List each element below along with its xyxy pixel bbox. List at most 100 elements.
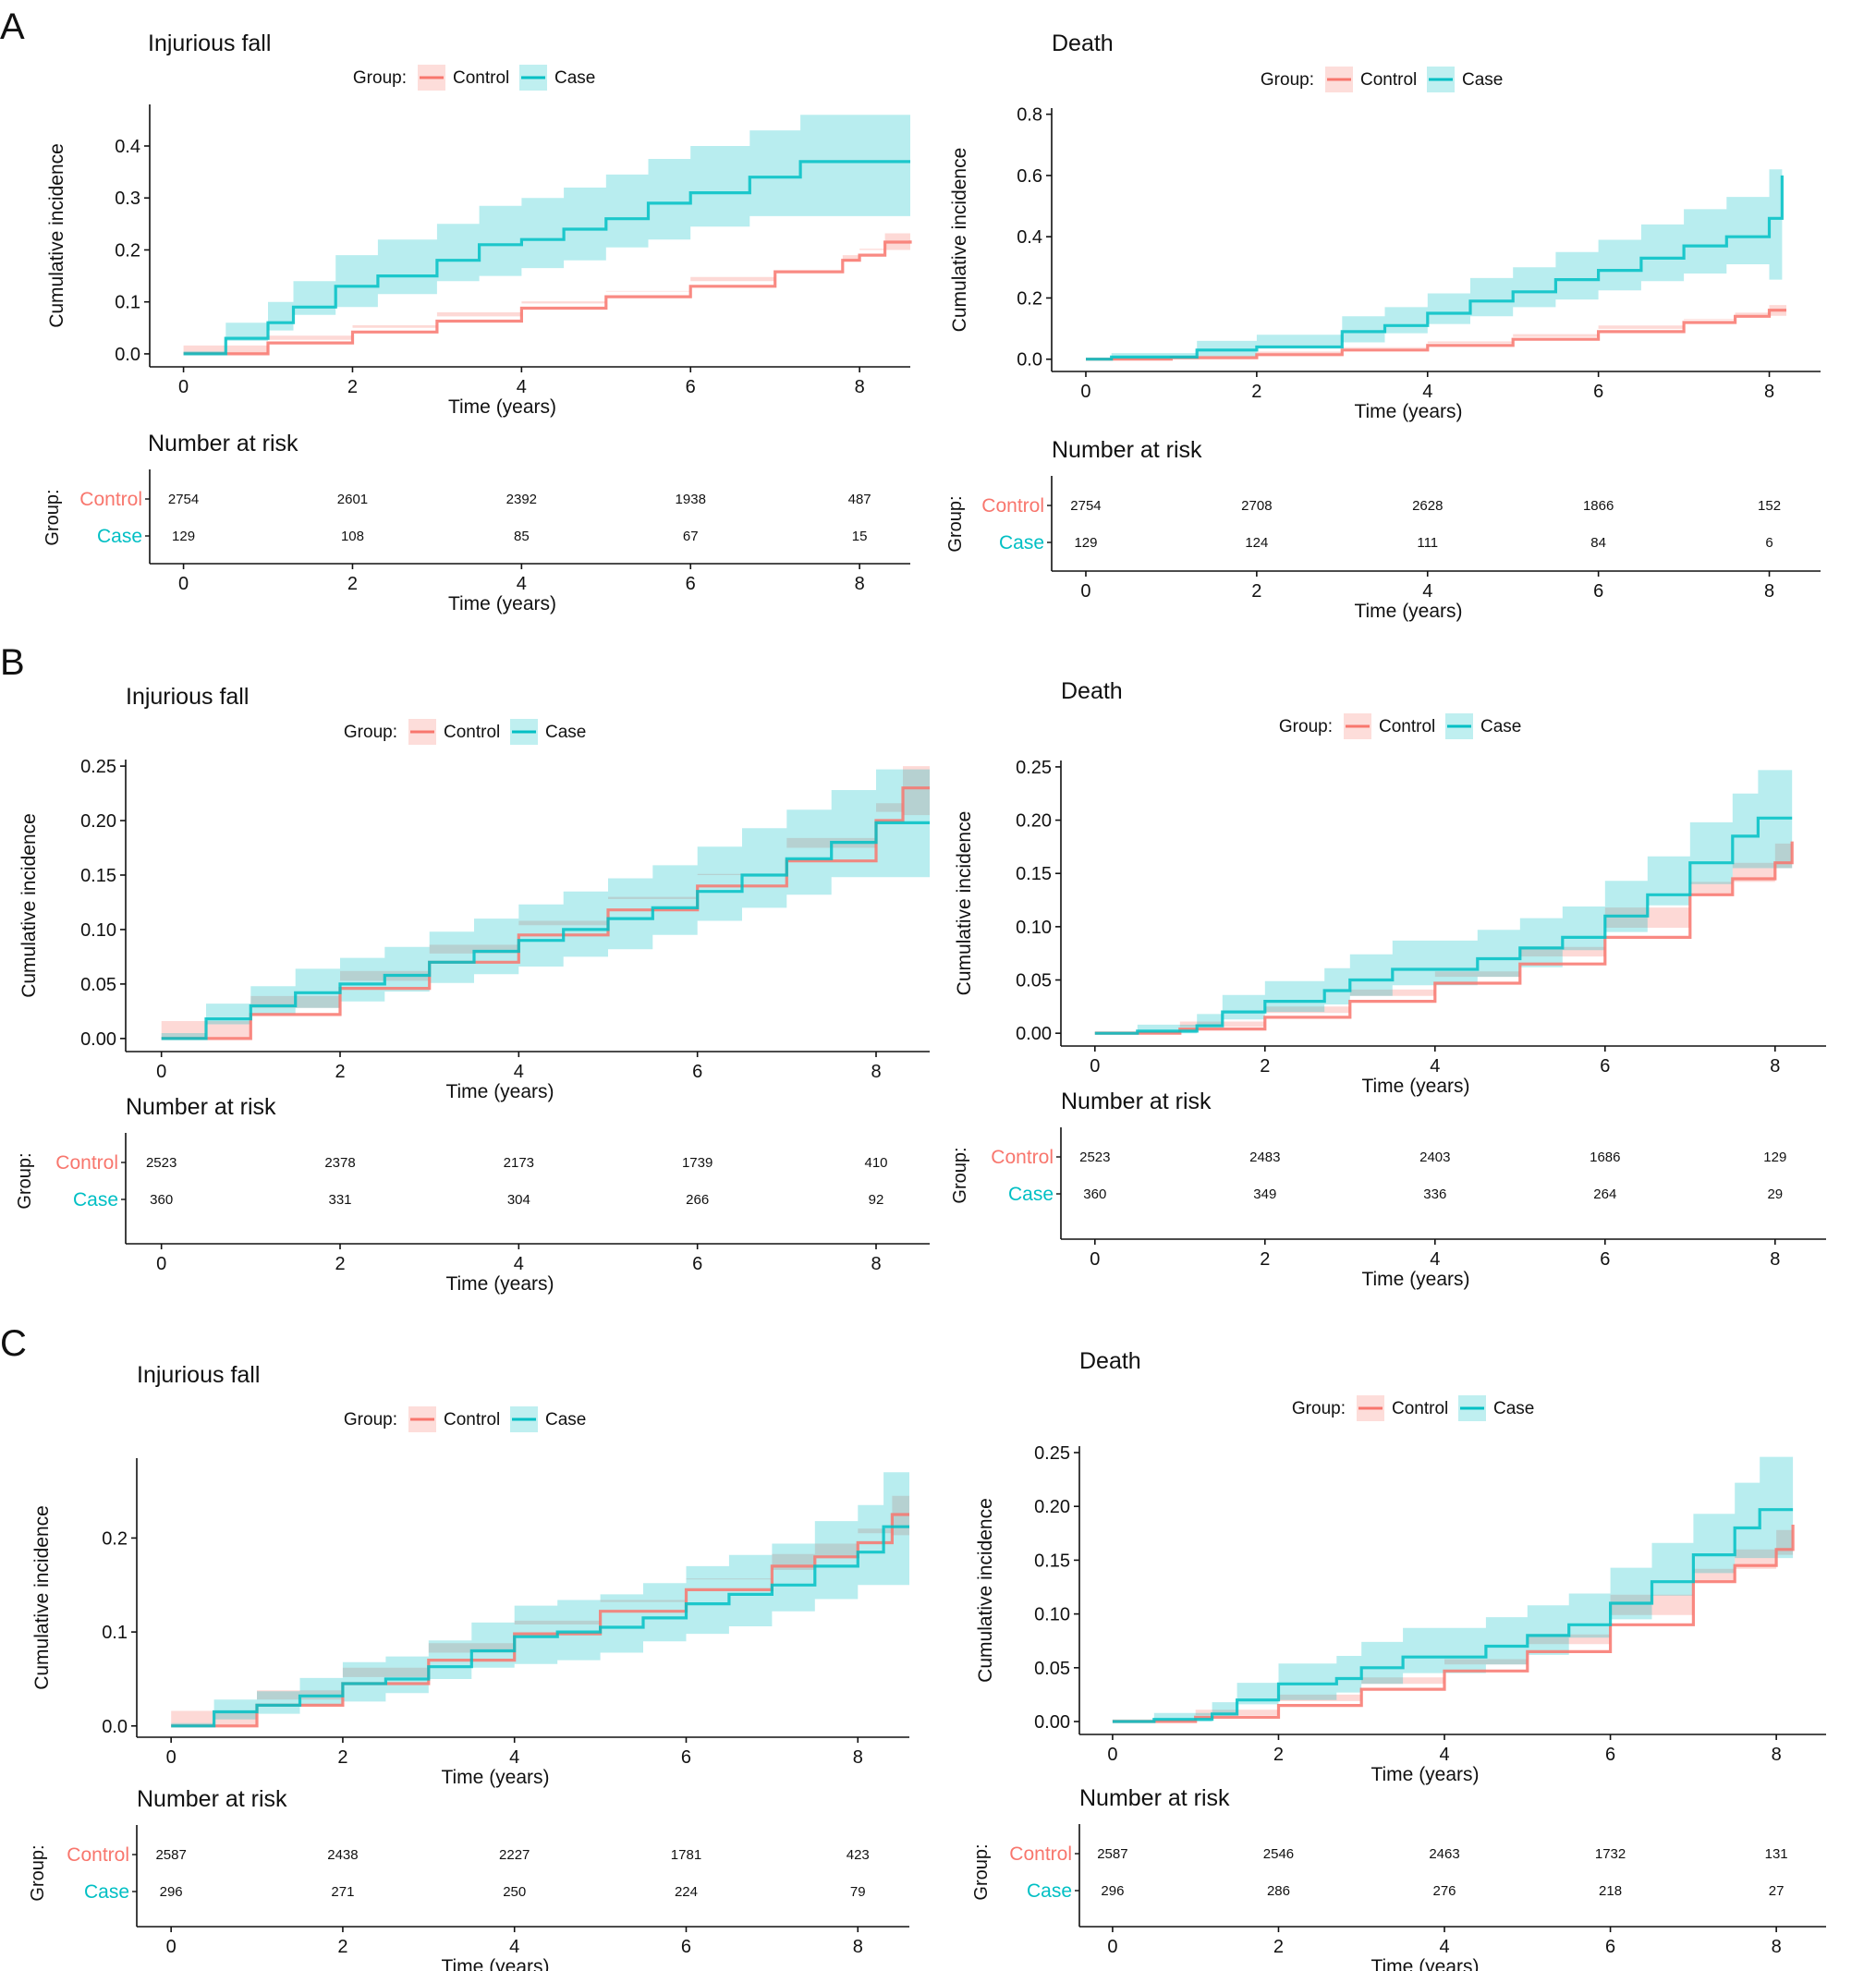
risk-x-tick-label: 2 [335, 1254, 345, 1274]
risk-row-label-control: Control [1009, 1843, 1072, 1865]
risk-group-label: Group: [945, 495, 966, 552]
y-tick-label: 0.00 [1034, 1712, 1070, 1733]
y-tick-label: 0.05 [80, 975, 116, 995]
risk-count: 1739 [682, 1155, 713, 1171]
ci-band-case [1112, 1456, 1794, 1722]
risk-count: 224 [675, 1884, 698, 1900]
risk-count: 6 [1765, 535, 1772, 551]
y-tick-label: 0.1 [115, 293, 140, 313]
y-tick-label: 0.10 [1016, 918, 1052, 938]
y-tick-label: 0.00 [80, 1029, 116, 1050]
legend-title: Group: [344, 1410, 397, 1430]
risk-count: 487 [848, 492, 871, 507]
x-tick-label: 4 [514, 1062, 524, 1082]
x-tick-label: 8 [855, 377, 865, 397]
risk-count: 2708 [1241, 498, 1272, 514]
legend-title: Group: [353, 68, 407, 88]
y-tick-label: 0.4 [1017, 227, 1042, 248]
risk-table: Number at risk Control 2754 2708 2628 1866 152… [945, 437, 1821, 622]
chart-A-death: Death Group: Control Case Cumulative inciden… [945, 30, 1821, 622]
risk-count: 2523 [146, 1155, 177, 1171]
ci-band-case [1086, 120, 1783, 359]
risk-x-tick-label: 4 [1430, 1249, 1440, 1270]
risk-count: 304 [507, 1192, 530, 1208]
risk-count: 131 [1765, 1846, 1788, 1862]
risk-row-label-control: Control [55, 1152, 118, 1174]
risk-count: 286 [1267, 1883, 1290, 1899]
risk-count: 124 [1245, 535, 1268, 551]
ci-band-control [1094, 820, 1793, 1034]
series-line-control [1094, 841, 1794, 1035]
risk-count: 1781 [671, 1847, 701, 1863]
x-tick-label: 2 [335, 1062, 345, 1082]
y-tick-label: 0.05 [1016, 971, 1052, 992]
risk-x-tick-label: 2 [1251, 581, 1261, 602]
x-tick-label: 4 [509, 1747, 519, 1768]
y-tick-label: 0.10 [1034, 1605, 1070, 1625]
x-tick-label: 2 [1251, 382, 1261, 402]
risk-x-tick-label: 6 [1593, 581, 1603, 602]
y-tick-label: 0.0 [102, 1717, 128, 1737]
x-axis-label: Time (years) [1354, 401, 1462, 422]
legend-label-case: Case [554, 68, 595, 88]
y-tick-label: 0.20 [80, 811, 116, 832]
ci-band-case [183, 112, 911, 354]
x-axis-label: Time (years) [1370, 1764, 1479, 1785]
y-axis-label: Cumulative incidence [954, 811, 975, 996]
chart-title: Death [1061, 678, 1123, 704]
risk-x-tick-label: 4 [1439, 1937, 1449, 1957]
risk-table: Number at risk Control 2523 2378 2173 1739 410… [15, 1094, 930, 1295]
risk-x-tick-label: 8 [855, 574, 865, 594]
legend: Group: Control Case [353, 65, 595, 91]
y-tick-label: 0.1 [102, 1623, 128, 1643]
risk-x-tick-label: 6 [681, 1937, 691, 1957]
risk-x-tick-label: 4 [1422, 581, 1432, 602]
risk-x-tick-label: 8 [871, 1254, 881, 1274]
risk-count: 296 [160, 1884, 183, 1900]
risk-count: 29 [1767, 1186, 1783, 1202]
x-tick-label: 4 [1439, 1745, 1449, 1765]
risk-count: 85 [514, 529, 530, 544]
legend-title: Group: [1292, 1399, 1346, 1418]
risk-row-label-control: Control [981, 495, 1044, 517]
x-tick-label: 2 [347, 377, 358, 397]
risk-count: 2601 [337, 492, 368, 507]
y-axis-label: Cumulative incidence [949, 148, 970, 333]
risk-table-title: Number at risk [137, 1786, 287, 1812]
risk-count: 1866 [1583, 498, 1614, 514]
legend-label-case: Case [1493, 1399, 1534, 1418]
x-tick-label: 6 [686, 377, 696, 397]
legend-label-control: Control [444, 723, 500, 742]
ci-band-case [1094, 770, 1793, 1034]
risk-row-label-case: Case [84, 1881, 129, 1903]
risk-row-label-control: Control [67, 1844, 129, 1866]
risk-count: 2587 [155, 1847, 186, 1863]
risk-count: 1686 [1590, 1150, 1620, 1165]
risk-x-tick-label: 8 [853, 1937, 863, 1957]
risk-count: 331 [328, 1192, 351, 1208]
risk-count: 349 [1253, 1186, 1276, 1202]
y-tick-label: 0.25 [1034, 1443, 1070, 1464]
x-tick-label: 2 [1273, 1745, 1284, 1765]
y-tick-label: 0.2 [1017, 288, 1042, 309]
risk-count: 2483 [1249, 1150, 1280, 1165]
risk-count: 264 [1593, 1186, 1616, 1202]
x-tick-label: 2 [337, 1747, 347, 1768]
risk-count: 27 [1769, 1883, 1785, 1899]
y-tick-label: 0.3 [115, 189, 140, 209]
risk-x-tick-label: 6 [686, 574, 696, 594]
x-tick-label: 4 [1430, 1056, 1440, 1077]
legend-title: Group: [1261, 70, 1314, 90]
risk-table-title: Number at risk [1052, 437, 1202, 463]
legend: Group: Control Case [344, 1406, 586, 1432]
y-tick-label: 0.15 [80, 866, 116, 886]
risk-count: 2628 [1412, 498, 1443, 514]
y-tick-label: 0.8 [1017, 105, 1042, 126]
risk-count: 1938 [676, 492, 706, 507]
legend: Group: Control Case [1261, 67, 1503, 92]
risk-count: 2546 [1263, 1846, 1294, 1862]
series-line-case [1112, 1508, 1794, 1723]
panel-label: B [0, 642, 25, 683]
legend-label-control: Control [1379, 717, 1435, 736]
